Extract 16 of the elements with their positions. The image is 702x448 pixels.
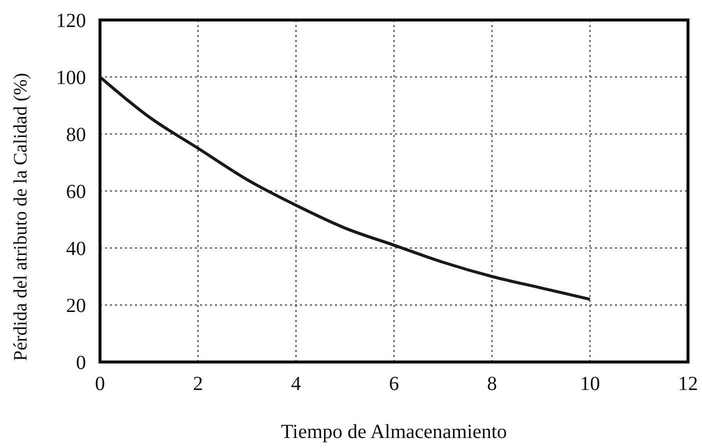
y-tick-label: 100 [56,67,86,90]
y-axis-title: Pérdida del atributo de la Calidad (%) [10,72,32,361]
x-tick-label: 12 [678,373,698,396]
x-tick-label: 8 [487,373,497,396]
x-axis-title: Tiempo de Almacenamiento [281,421,507,443]
y-tick-label: 20 [66,295,86,318]
y-tick-label: 120 [56,10,86,32]
x-tick-label: 4 [291,373,301,396]
x-tick-label: 2 [193,373,203,396]
x-tick-label: 0 [95,373,105,396]
y-tick-label: 80 [66,124,86,146]
y-tick-label: 0 [76,352,86,374]
y-tick-label: 40 [66,238,86,260]
x-tick-label: 6 [389,373,399,396]
x-tick-label: 10 [580,373,600,396]
y-tick-label: 60 [66,181,86,204]
